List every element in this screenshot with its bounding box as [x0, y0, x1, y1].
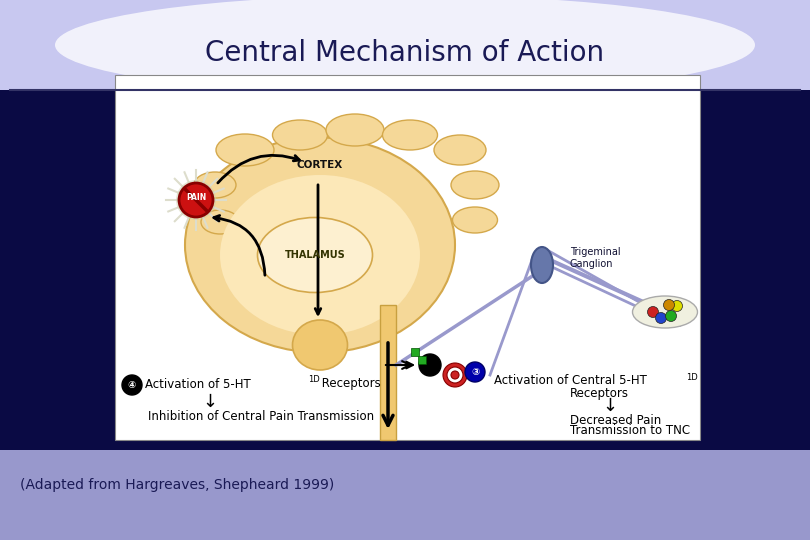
Circle shape — [419, 354, 441, 376]
Circle shape — [671, 300, 683, 312]
Ellipse shape — [216, 134, 274, 166]
Circle shape — [179, 183, 213, 217]
Text: Trigeminal
Ganglion: Trigeminal Ganglion — [570, 247, 620, 269]
Ellipse shape — [258, 218, 373, 293]
Text: Activation of Central 5-HT: Activation of Central 5-HT — [494, 374, 647, 387]
Ellipse shape — [531, 247, 553, 283]
Circle shape — [465, 362, 485, 382]
Text: ↓: ↓ — [603, 397, 617, 415]
Text: Inhibition of Central Pain Transmission: Inhibition of Central Pain Transmission — [148, 409, 374, 422]
Circle shape — [663, 300, 675, 310]
Text: CORTEX: CORTEX — [297, 160, 343, 170]
Text: Activation of 5-HT: Activation of 5-HT — [145, 377, 251, 390]
Bar — [418, 356, 426, 364]
Text: THALAMUS: THALAMUS — [284, 250, 345, 260]
Bar — [0, 450, 810, 540]
Bar — [115, 75, 700, 440]
Ellipse shape — [55, 0, 755, 95]
Bar — [0, 90, 810, 450]
Circle shape — [647, 307, 659, 318]
Text: Decreased Pain: Decreased Pain — [570, 414, 661, 427]
Text: PAIN: PAIN — [185, 193, 206, 202]
Ellipse shape — [201, 210, 239, 234]
Ellipse shape — [220, 175, 420, 335]
Ellipse shape — [326, 114, 384, 146]
Ellipse shape — [272, 120, 327, 150]
Ellipse shape — [292, 320, 347, 370]
Bar — [411, 348, 419, 356]
Text: 1D: 1D — [686, 373, 697, 381]
Ellipse shape — [453, 207, 497, 233]
Text: ④: ④ — [128, 380, 136, 390]
Text: ↓: ↓ — [202, 393, 218, 411]
Text: Receptors: Receptors — [570, 388, 629, 401]
Circle shape — [443, 363, 467, 387]
Text: 1D: 1D — [308, 375, 320, 384]
Bar — [0, 0, 810, 90]
Text: ③: ③ — [471, 367, 480, 377]
Ellipse shape — [382, 120, 437, 150]
Text: (Adapted from Hargreaves, Shepheard 1999): (Adapted from Hargreaves, Shepheard 1999… — [20, 478, 335, 492]
Ellipse shape — [451, 171, 499, 199]
Circle shape — [666, 310, 676, 321]
Text: Transmission to TNC: Transmission to TNC — [570, 424, 690, 437]
Ellipse shape — [633, 296, 697, 328]
Circle shape — [447, 367, 463, 383]
Ellipse shape — [176, 180, 216, 220]
Ellipse shape — [434, 135, 486, 165]
Ellipse shape — [185, 138, 455, 353]
Circle shape — [451, 371, 459, 379]
Bar — [380, 305, 396, 440]
Text: Receptors: Receptors — [318, 377, 381, 390]
Circle shape — [122, 375, 142, 395]
Circle shape — [655, 313, 667, 323]
Text: Central Mechanism of Action: Central Mechanism of Action — [206, 39, 604, 67]
Ellipse shape — [194, 172, 236, 198]
